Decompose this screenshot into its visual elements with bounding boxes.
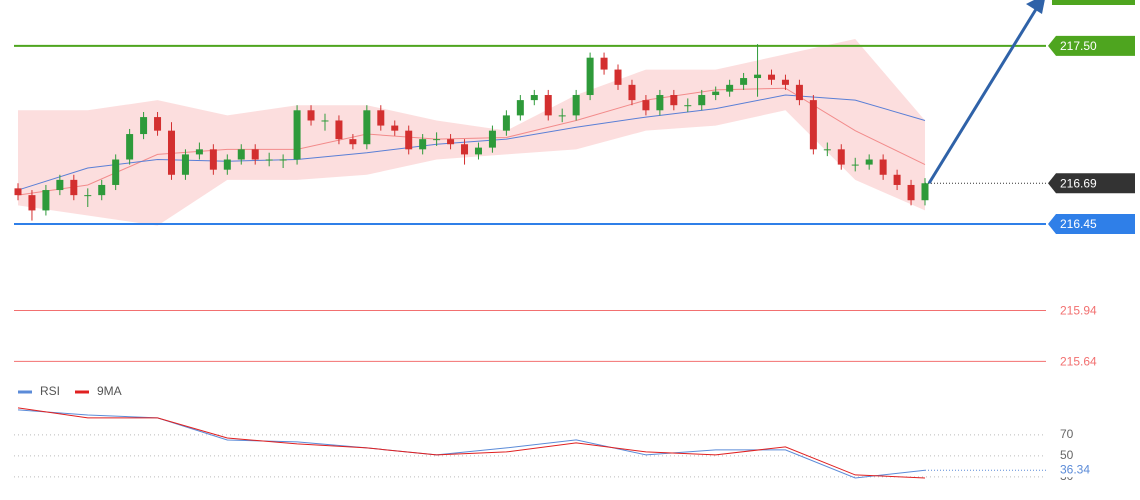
candle-body	[586, 57, 594, 96]
candle-body	[154, 117, 162, 131]
candle-body	[670, 95, 678, 106]
y-tick-label: 70	[1060, 427, 1074, 441]
candle-body	[349, 139, 357, 145]
candle-body	[502, 115, 510, 131]
candle-body	[474, 147, 482, 155]
forecast-arrow	[927, 5, 1040, 185]
candle-body	[405, 130, 413, 150]
candle-body	[293, 110, 301, 160]
candle-body	[167, 130, 175, 175]
candle-body	[433, 139, 441, 141]
candle-body	[56, 179, 64, 191]
candle-body	[656, 95, 664, 111]
candle-body	[768, 74, 776, 80]
bollinger-band	[18, 39, 925, 226]
candle-body	[488, 130, 496, 148]
indicator-line	[17, 407, 926, 479]
candle-body	[419, 139, 427, 150]
candle-body	[823, 149, 831, 151]
candle-body	[740, 78, 748, 85]
current-rsi-label: 36.34	[1060, 462, 1090, 476]
candle-body	[447, 139, 455, 145]
candle-body	[42, 190, 50, 211]
candle-body	[572, 95, 580, 116]
legend-label: RSI	[40, 384, 60, 398]
candle-body	[754, 74, 762, 79]
target-tag	[1052, 0, 1135, 5]
candle-body	[544, 95, 552, 116]
candle-body	[265, 159, 273, 161]
candle-body	[851, 164, 859, 166]
candle-body	[921, 183, 929, 201]
price-tag	[1048, 35, 1135, 56]
candle-body	[781, 79, 789, 85]
candle-body	[614, 69, 622, 85]
candle-body	[279, 159, 287, 161]
arrow-head	[1026, 0, 1045, 14]
current-rsi-bg	[1056, 463, 1100, 478]
candle-body	[126, 134, 134, 160]
candle-body	[237, 149, 245, 160]
candle-body	[795, 84, 803, 101]
candle-body	[307, 110, 315, 121]
level-label: 216.69	[1060, 176, 1097, 190]
candle-body	[223, 159, 231, 170]
candle-body	[809, 100, 817, 150]
level-label: 215.94	[1060, 304, 1097, 318]
candle-body	[698, 95, 706, 106]
candle-body	[879, 159, 887, 175]
price-tag	[1048, 173, 1135, 194]
candle-body	[98, 184, 106, 196]
candle-body	[14, 188, 22, 196]
candle-body	[140, 117, 148, 135]
candle-body	[837, 149, 845, 165]
candle-body	[391, 125, 399, 131]
level-label: 217.50	[1060, 39, 1097, 53]
y-tick-label: 50	[1060, 448, 1074, 462]
candle-body	[907, 184, 915, 201]
candle-body	[530, 95, 538, 101]
price-tag	[1048, 213, 1135, 234]
level-label: 216.45	[1060, 217, 1097, 231]
candle-body	[712, 91, 720, 96]
candle-body	[865, 159, 873, 165]
candle-body	[642, 100, 650, 111]
level-label: 215.64	[1060, 355, 1097, 369]
candle-body	[684, 105, 692, 107]
candle-body	[628, 84, 636, 101]
candle-body	[363, 110, 371, 145]
candle-body	[558, 115, 566, 117]
candle-body	[195, 149, 203, 155]
candle-body	[893, 174, 901, 185]
candle-body	[516, 100, 524, 116]
legend-label: 9MA	[97, 384, 122, 398]
candle-body	[84, 195, 92, 197]
candle-body	[181, 154, 189, 175]
indicator-line	[17, 409, 926, 479]
candle-body	[377, 110, 385, 126]
candle-body	[251, 149, 259, 160]
candle-body	[600, 57, 608, 70]
candle-body	[70, 179, 78, 196]
candle-body	[209, 149, 217, 170]
candle-body	[28, 195, 36, 211]
candle-body	[335, 120, 343, 140]
candle-body	[112, 159, 120, 185]
candle-body	[726, 84, 734, 92]
candle-body	[461, 144, 469, 155]
candle-body	[321, 120, 329, 122]
